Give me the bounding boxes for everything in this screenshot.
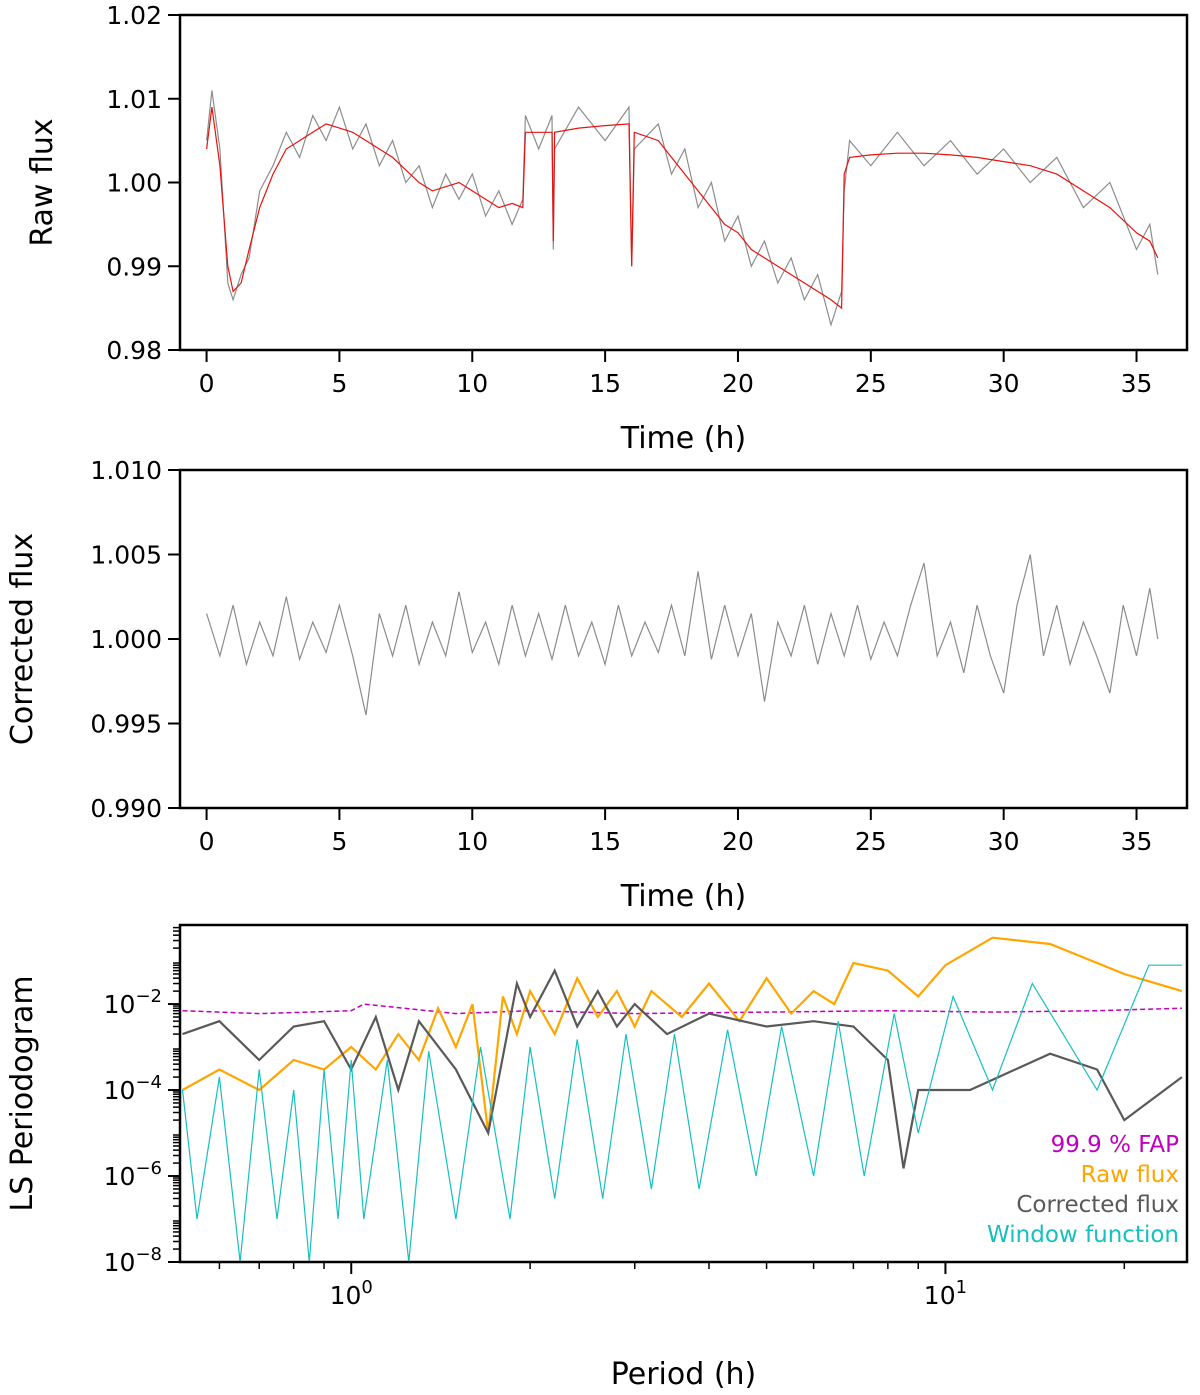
tick-base: 10 <box>330 1281 362 1310</box>
y-tick-label: 0.98 <box>106 336 162 365</box>
x-tick-label: 30 <box>988 827 1020 856</box>
x-tick-label: 0 <box>199 827 215 856</box>
y-tick-label: 0.990 <box>90 794 162 823</box>
legend-entry: Raw flux <box>1081 1162 1179 1188</box>
tick-base: 1.000 <box>90 625 162 654</box>
x-axis-label: Time (h) <box>620 879 746 914</box>
y-tick-label: 10−6 <box>104 1158 162 1191</box>
x-tick-label: 25 <box>855 827 887 856</box>
tick-exponent: −6 <box>135 1158 162 1179</box>
y-tick-label: 1.01 <box>106 85 162 114</box>
x-axis-label: Time (h) <box>620 421 746 456</box>
tick-base: 1.00 <box>106 169 162 198</box>
tick-exponent: −4 <box>135 1072 162 1093</box>
x-tick-label: 35 <box>1121 369 1153 398</box>
tick-base: 10 <box>104 1076 136 1105</box>
y-tick-label: 10−4 <box>104 1072 162 1105</box>
legend-entry: Window function <box>987 1222 1179 1248</box>
tick-base: 1.010 <box>90 456 162 485</box>
tick-base: 0.995 <box>90 710 162 739</box>
tick-base: 10 <box>104 1162 136 1191</box>
series-line <box>182 967 1183 1169</box>
series-line <box>182 1003 1182 1015</box>
tick-base: 0.990 <box>90 794 162 823</box>
x-axis-label: Period (h) <box>611 1357 757 1391</box>
y-tick-label: 1.010 <box>90 456 162 485</box>
series-line <box>206 90 1159 328</box>
legend-entry: Corrected flux <box>1016 1192 1179 1218</box>
tick-base: 1.005 <box>90 541 162 570</box>
axes-frame <box>178 923 1189 1264</box>
y-tick-label: 1.00 <box>106 169 162 198</box>
x-tick-label: 100 <box>330 1277 373 1310</box>
axes-frame <box>178 468 1189 810</box>
tick-base: 10 <box>104 990 136 1019</box>
tick-exponent: 1 <box>956 1277 967 1298</box>
x-tick-label: 20 <box>722 369 754 398</box>
y-tick-label: 10−2 <box>104 986 162 1019</box>
y-tick-label: 0.99 <box>106 252 162 281</box>
y-tick-label: 0.995 <box>90 710 162 739</box>
y-axis-label: Corrected flux <box>5 533 40 745</box>
series-line <box>181 936 1183 1134</box>
x-tick-label: 0 <box>199 369 215 398</box>
legend-entry: 99.9 % FAP <box>1051 1132 1180 1158</box>
y-tick-label: 10−8 <box>104 1244 162 1277</box>
x-tick-label: 10 <box>456 827 488 856</box>
tick-base: 10 <box>924 1281 956 1310</box>
tick-exponent: −8 <box>135 1244 162 1265</box>
tick-exponent: 0 <box>361 1277 372 1298</box>
series-line <box>181 964 1182 1262</box>
x-tick-label: 101 <box>924 1277 967 1310</box>
y-axis-label: LS Periodogram <box>5 975 40 1211</box>
y-tick-label: 1.005 <box>90 541 162 570</box>
axes-frame <box>178 13 1189 352</box>
tick-base: 10 <box>104 1248 136 1277</box>
x-tick-label: 20 <box>722 827 754 856</box>
x-tick-label: 15 <box>589 369 621 398</box>
series-line <box>206 107 1159 310</box>
x-tick-label: 30 <box>988 369 1020 398</box>
x-tick-label: 5 <box>331 369 347 398</box>
y-tick-label: 1.000 <box>90 625 162 654</box>
y-tick-label: 1.02 <box>106 1 162 30</box>
tick-exponent: −2 <box>135 986 162 1007</box>
x-tick-label: 10 <box>456 369 488 398</box>
x-tick-label: 25 <box>855 369 887 398</box>
x-tick-label: 35 <box>1121 827 1153 856</box>
series-line <box>206 554 1159 716</box>
x-tick-label: 5 <box>331 827 347 856</box>
y-axis-label: Raw flux <box>25 118 60 246</box>
x-tick-label: 15 <box>589 827 621 856</box>
